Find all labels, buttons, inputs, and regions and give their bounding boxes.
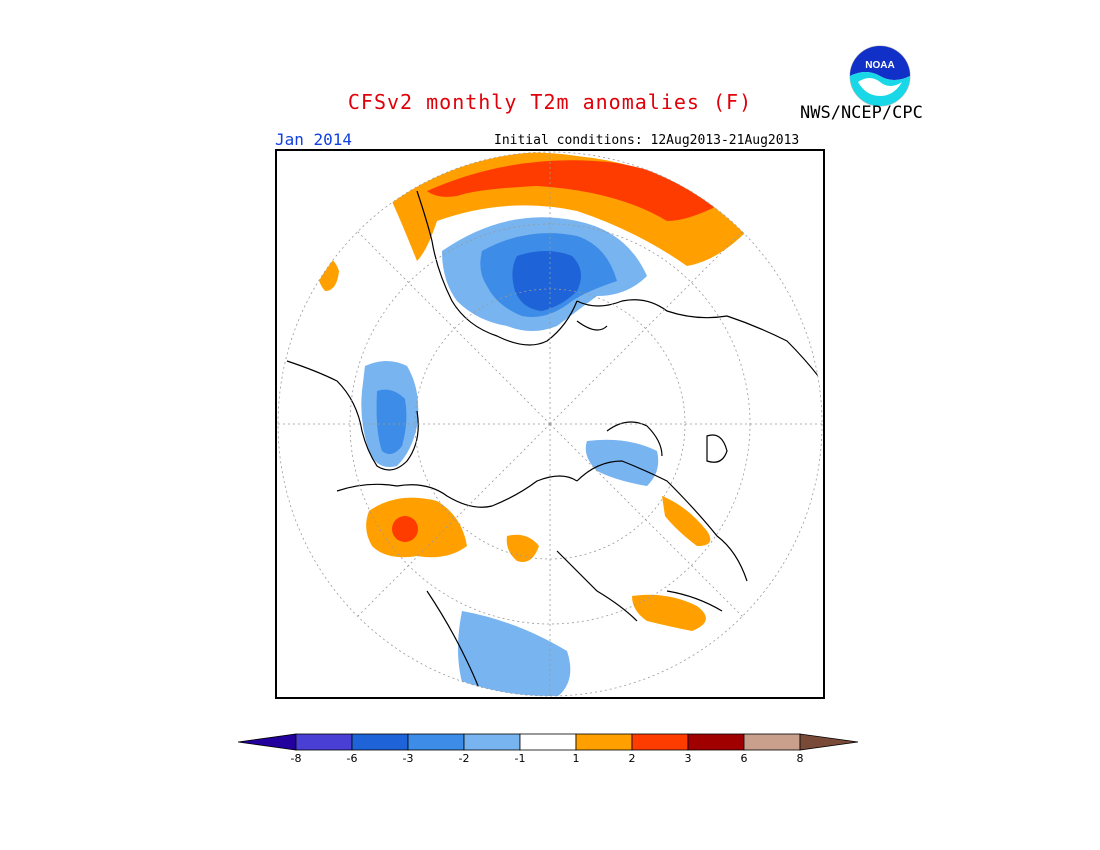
cold-anomaly-siberia <box>585 439 659 486</box>
warm-anomaly-siberia-east <box>662 496 711 546</box>
legend-swatch <box>743 733 801 751</box>
legend-tick-label: -3 <box>402 752 414 765</box>
polar-map <box>275 149 825 699</box>
noaa-logo-text: NOAA <box>865 60 894 71</box>
legend-tick-label: -6 <box>346 752 358 765</box>
legend-tick-label: -2 <box>458 752 470 765</box>
legend-swatch <box>631 733 689 751</box>
forecast-month: Jan 2014 <box>275 130 353 149</box>
noaa-logo-icon: NOAA <box>848 44 912 112</box>
legend-swatch-arrow-high <box>799 733 859 751</box>
legend-swatch <box>407 733 465 751</box>
color-legend <box>238 733 859 751</box>
cold-anomaly-pacific <box>458 611 571 696</box>
legend-swatch-arrow-low <box>238 733 297 751</box>
legend-tick-label: -8 <box>290 752 302 765</box>
strong-cold-anomaly-greenland <box>376 389 407 455</box>
legend-tick-label: -1 <box>514 752 526 765</box>
warm-anomaly-chukotka <box>632 594 706 631</box>
legend-swatch <box>575 733 633 751</box>
color-legend-labels: -8 -6 -3 -2 -1 1 2 3 6 8 <box>238 752 862 772</box>
legend-tick-label: 8 <box>796 752 804 765</box>
legend-swatch <box>295 733 353 751</box>
legend-swatch <box>519 733 577 751</box>
strong-warm-anomaly-canada <box>392 516 418 542</box>
legend-tick-label: 3 <box>684 752 692 765</box>
strong-cold-anomaly-europe <box>512 251 581 311</box>
legend-tick-label: 6 <box>740 752 748 765</box>
legend-tick-label: 2 <box>628 752 636 765</box>
legend-tick-label: 1 <box>572 752 580 765</box>
strong-warm-anomaly-north <box>427 160 717 221</box>
polar-map-svg <box>277 151 823 697</box>
warm-anomaly-alaska <box>506 534 539 562</box>
legend-swatch <box>687 733 745 751</box>
initial-conditions: Initial conditions: 12Aug2013-21Aug2013 <box>494 133 800 148</box>
graticule <box>278 152 822 696</box>
legend-swatch <box>463 733 521 751</box>
warm-anomaly-scandinavia-west <box>316 257 339 291</box>
map-title: CFSv2 monthly T2m anomalies (F) <box>347 90 753 114</box>
legend-swatch <box>351 733 409 751</box>
map-boundary <box>277 151 823 697</box>
agency-label: NWS/NCEP/CPC <box>800 103 923 123</box>
